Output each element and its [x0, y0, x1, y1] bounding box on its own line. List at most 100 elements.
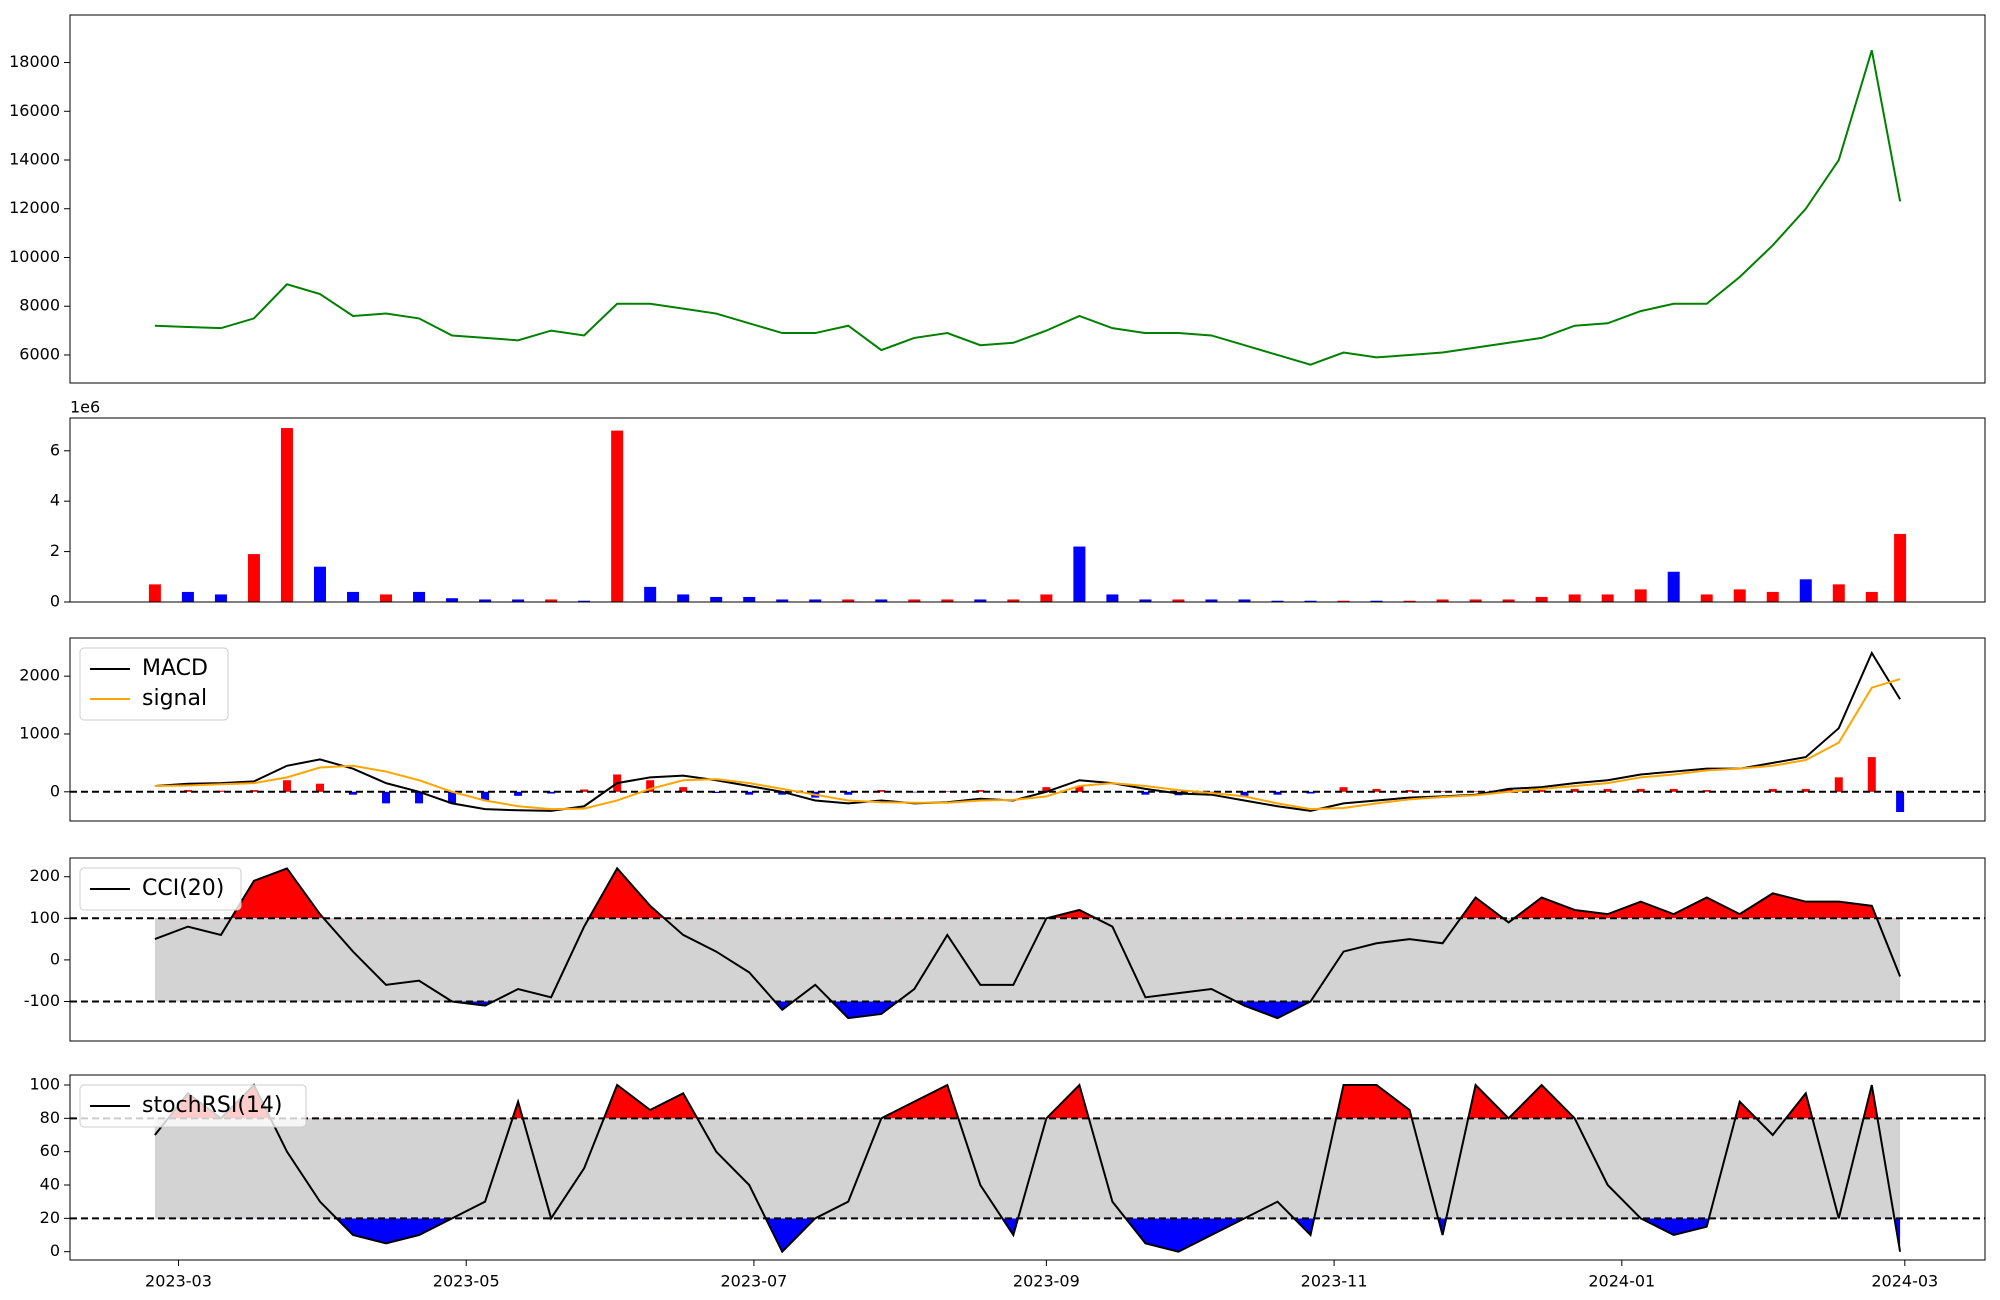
bar — [974, 599, 987, 602]
bar — [1139, 599, 1152, 602]
histogram-bar — [448, 791, 457, 804]
bar — [1370, 600, 1383, 602]
x-tick-label: 2024-01 — [1588, 1272, 1655, 1291]
plot-area — [70, 866, 1985, 1020]
histogram-bar — [1042, 787, 1051, 792]
axes-frame — [69, 1074, 1986, 1261]
histogram-bar — [646, 780, 655, 792]
band — [154, 918, 1901, 1002]
bar — [1568, 594, 1581, 602]
histogram-bar — [745, 791, 754, 795]
y-tick-label: 6000 — [19, 344, 60, 363]
y-tick-label: 0 — [50, 781, 60, 800]
bar — [1832, 584, 1845, 602]
histogram-bar — [943, 791, 952, 792]
bar — [1271, 600, 1284, 602]
bar — [1040, 594, 1053, 602]
bar — [479, 599, 492, 602]
histogram-bar — [910, 791, 919, 793]
bar — [247, 554, 260, 602]
bar — [1469, 599, 1482, 602]
y-tick-label: 6 — [50, 440, 60, 459]
histogram-bar — [481, 791, 490, 801]
histogram-bar — [1768, 788, 1777, 792]
histogram-bar — [1405, 790, 1414, 792]
axes-frame — [69, 14, 1986, 384]
bar — [1634, 589, 1647, 602]
axes-frame — [69, 857, 1986, 1042]
histogram-bar — [1669, 788, 1678, 792]
histogram-bar — [1273, 791, 1282, 795]
histogram-bar — [1702, 790, 1711, 792]
bar — [1700, 594, 1713, 602]
bar — [1238, 599, 1251, 602]
y-tick-label: 0 — [50, 592, 60, 611]
bar — [214, 594, 227, 602]
histogram-bar — [1801, 788, 1810, 792]
bar — [1205, 599, 1218, 602]
histogram-bar — [1009, 791, 1018, 793]
axes-frame — [69, 417, 1986, 603]
histogram-bar — [183, 790, 192, 792]
bar — [1733, 589, 1746, 602]
histogram-bar — [1306, 791, 1315, 794]
histogram-bar — [1372, 788, 1381, 792]
y-tick-label: 100 — [29, 908, 60, 927]
y-tick-label: 18000 — [9, 52, 60, 71]
bar — [1535, 596, 1548, 602]
y-tick-label: 16000 — [9, 101, 60, 120]
y-tick-label: 0 — [50, 1241, 60, 1260]
histogram-bar — [216, 790, 225, 792]
histogram-bar — [976, 790, 985, 792]
bar — [1502, 599, 1515, 602]
y-tick-label: 60 — [40, 1141, 60, 1160]
bar — [1106, 594, 1119, 602]
histogram-bar — [778, 791, 787, 795]
threshold-fill — [168, 1085, 1878, 1119]
histogram-bar — [679, 787, 688, 792]
bar — [1172, 599, 1185, 602]
histogram-bar — [1471, 791, 1480, 792]
offset-label: 1e6 — [70, 398, 100, 417]
bar — [446, 598, 459, 602]
legend-box — [79, 1084, 307, 1128]
bar — [1073, 546, 1086, 602]
histogram-bar — [844, 791, 853, 795]
band — [154, 1118, 1901, 1219]
histogram-bar — [1240, 791, 1249, 796]
bar — [578, 600, 591, 602]
series-line — [154, 1082, 1902, 1254]
plot-area — [70, 1082, 1985, 1254]
histogram-bar — [1141, 791, 1150, 795]
plot-area — [148, 428, 1907, 602]
x-tick-label: 2023-03 — [145, 1272, 212, 1291]
bar — [875, 599, 888, 602]
plot-area — [154, 50, 1902, 366]
y-tick-label: 8000 — [19, 296, 60, 315]
x-tick-label: 2023-11 — [1301, 1272, 1368, 1291]
bar — [347, 591, 360, 602]
bar — [1403, 600, 1416, 602]
histogram-bar — [580, 789, 589, 792]
histogram-bar — [415, 791, 424, 804]
y-tick-label: 1000 — [19, 723, 60, 742]
legend-label: CCI(20) — [142, 876, 224, 901]
y-tick-label: 10000 — [9, 247, 60, 266]
bar — [743, 596, 756, 602]
histogram-bar — [282, 780, 291, 792]
axes-frame — [69, 637, 1986, 822]
bar — [1436, 599, 1449, 602]
bar — [280, 428, 293, 602]
bar — [1865, 591, 1878, 602]
histogram-bar — [712, 791, 721, 793]
y-tick-label: 2000 — [19, 666, 60, 685]
plot-area — [70, 650, 1985, 813]
histogram-bar — [1438, 791, 1447, 792]
y-tick-label: 100 — [29, 1075, 60, 1094]
y-tick-label: -100 — [24, 991, 60, 1010]
bar — [842, 599, 855, 602]
y-tick-label: 2 — [50, 541, 60, 560]
bar — [611, 430, 624, 602]
